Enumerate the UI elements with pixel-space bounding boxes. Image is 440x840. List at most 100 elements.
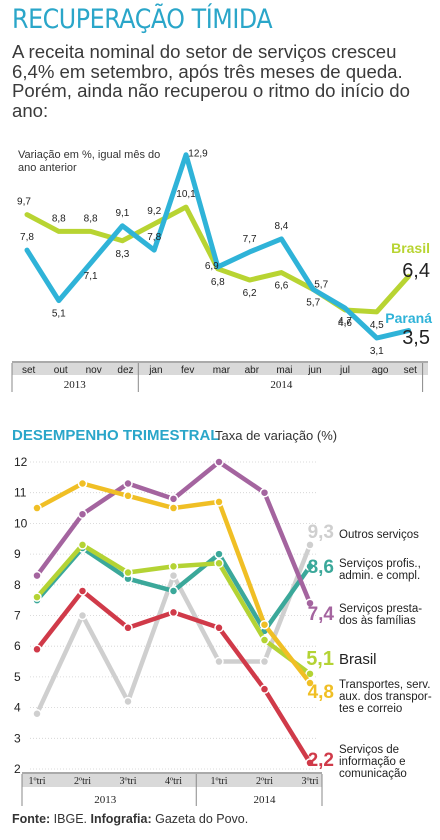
chart2-ytick-label: 8 xyxy=(14,578,21,592)
chart2-quarter-label: 2ºtri xyxy=(256,776,273,787)
chart1-label-brasil: 9,7 xyxy=(17,197,31,208)
chart2-series-name-outros: Outros serviços xyxy=(339,529,419,541)
chart2-quarter-label: 3ºtri xyxy=(120,776,137,787)
chart2-ytick-label: 2 xyxy=(14,762,21,776)
chart1-end-value-parana: 3,5 xyxy=(402,327,430,349)
chart2-point-brasil xyxy=(123,567,133,578)
chart2-ytick-label: 11 xyxy=(14,486,27,500)
chart2-point-informacao xyxy=(214,623,224,633)
chart2-point-familias xyxy=(32,570,42,581)
chart1-label-brasil: 4,6 xyxy=(338,318,352,329)
chart2-point-familias xyxy=(123,478,133,489)
chart1-month-label: abr xyxy=(245,365,260,376)
chart2-axis-band xyxy=(22,774,322,787)
chart2-ytick-label: 9 xyxy=(14,547,21,561)
chart2-point-familias xyxy=(305,598,315,608)
chart2-point-transportes xyxy=(259,619,270,630)
chart2-point-brasil xyxy=(32,592,42,602)
chart1-label-parana: 8,4 xyxy=(274,221,288,232)
chart1-label-brasil: 8,3 xyxy=(115,249,129,260)
graphics-label: Infografia: xyxy=(90,812,152,826)
chart2-end-value-transportes: 4,8 xyxy=(308,682,334,703)
chart2-year-label: 2014 xyxy=(254,794,277,806)
chart2-point-transportes xyxy=(214,497,224,507)
chart2-point-profis xyxy=(305,561,315,572)
chart1-end-value-brasil: 6,4 xyxy=(402,260,430,282)
chart2-quarter-label: 4ºtri xyxy=(165,776,182,787)
chart2-point-informacao xyxy=(123,623,133,633)
chart2-ytick-label: 6 xyxy=(14,639,21,653)
chart2-series-name-transportes: Transportes, serv. aux. dos transpor-tes … xyxy=(339,679,432,715)
chart1-month-label: set xyxy=(404,365,418,376)
chart1-label-brasil: 4,5 xyxy=(370,320,384,331)
source-value: IBGE. xyxy=(53,812,88,826)
chart2-point-informacao xyxy=(32,644,42,655)
chart2-ytick-label: 4 xyxy=(14,701,21,715)
chart2-end-value-outros: 9,3 xyxy=(308,522,334,543)
chart1-label-parana: 12,9 xyxy=(188,149,208,160)
chart1-month-label: dez xyxy=(117,365,133,376)
chart2-point-brasil xyxy=(77,540,88,550)
page-title: RECUPERAÇÃO TÍMIDA xyxy=(12,4,273,35)
chart2-point-brasil xyxy=(214,558,224,569)
chart2-end-value-profis: 8,6 xyxy=(308,557,334,578)
chart2-ytick-label: 10 xyxy=(14,516,28,530)
chart2-point-outros xyxy=(305,540,315,550)
chart1-label-brasil: 6,8 xyxy=(211,277,225,288)
chart1-month-label: out xyxy=(54,365,68,376)
chart1-axis-band xyxy=(12,363,428,375)
chart1-month-label: jun xyxy=(307,365,321,376)
chart2-ytick-label: 12 xyxy=(14,455,28,469)
chart1-month-label: jan xyxy=(148,365,162,376)
chart1-year-label: 2013 xyxy=(64,379,87,391)
chart2-point-transportes xyxy=(305,678,315,688)
chart2-ytick-label: 3 xyxy=(14,731,21,745)
chart2-point-familias xyxy=(168,494,179,504)
chart2-quarter-label: 1ºtri xyxy=(29,776,46,787)
chart2-point-outros xyxy=(123,696,133,707)
chart1-label-parana: 3,1 xyxy=(370,346,384,357)
chart2-series-name-informacao: Serviços de informação e comunicação xyxy=(339,744,407,780)
chart1-label-parana: 7,8 xyxy=(147,232,161,243)
chart2-subtitle: Taxa de variação (%) xyxy=(215,428,337,443)
source-label: Fonte: xyxy=(12,812,51,826)
chart1-month-label: set xyxy=(22,365,36,376)
chart1-label-parana: 5,1 xyxy=(52,309,66,320)
chart1-label-parana: 7,8 xyxy=(20,232,34,243)
chart2-point-profis xyxy=(214,549,224,559)
chart1-month-label: nov xyxy=(86,365,102,376)
chart2-ytick-label: 5 xyxy=(14,670,21,684)
chart2-point-transportes xyxy=(77,478,88,489)
chart2-series-name-familias: Serviços presta-dos às famílias xyxy=(339,603,422,627)
chart1-label-brasil: 5,7 xyxy=(306,297,320,308)
chart2-quarter-label: 3ºtri xyxy=(302,776,319,787)
chart2-year-label: 2013 xyxy=(94,794,117,806)
chart2-point-transportes xyxy=(168,503,179,513)
chart1-label-parana: 5,7 xyxy=(314,279,328,290)
chart2-point-familias xyxy=(77,509,88,519)
chart1-legend-brasil: Brasil xyxy=(391,240,430,256)
chart2-point-brasil xyxy=(168,561,179,572)
chart2-quarter-label: 2ºtri xyxy=(74,776,91,787)
chart1-label-parana: 9,1 xyxy=(115,208,129,219)
chart1-label-brasil: 8,8 xyxy=(84,213,98,224)
chart2-point-outros xyxy=(168,570,179,581)
chart2-point-familias xyxy=(259,487,270,498)
chart1-year-label: 2014 xyxy=(270,379,293,391)
chart2-point-brasil xyxy=(305,669,315,679)
chart2-end-value-familias: 7,4 xyxy=(308,604,335,625)
chart1-label-brasil: 6,6 xyxy=(274,281,288,292)
chart1-label-parana: 6,9 xyxy=(205,261,219,272)
chart2-point-brasil xyxy=(259,635,270,645)
chart2-end-value-brasil: 5,1 xyxy=(306,648,334,670)
chart1-label-parana: 7,1 xyxy=(84,271,98,282)
monthly-line-chart: set out nov dez jan fev mar abr mai jun jul ago set 2… xyxy=(11,149,432,392)
chart1-label-parana: 4,7 xyxy=(338,316,352,327)
footer: Fonte: IBGE. Infografia: Gazeta do Povo. xyxy=(12,812,248,826)
chart1-month-label: mar xyxy=(213,365,231,376)
chart2-point-familias xyxy=(214,457,224,467)
page-subtitle: A receita nominal do setor de serviços c… xyxy=(12,41,410,121)
chart2-point-transportes xyxy=(123,491,133,501)
chart2-point-informacao xyxy=(77,586,88,596)
